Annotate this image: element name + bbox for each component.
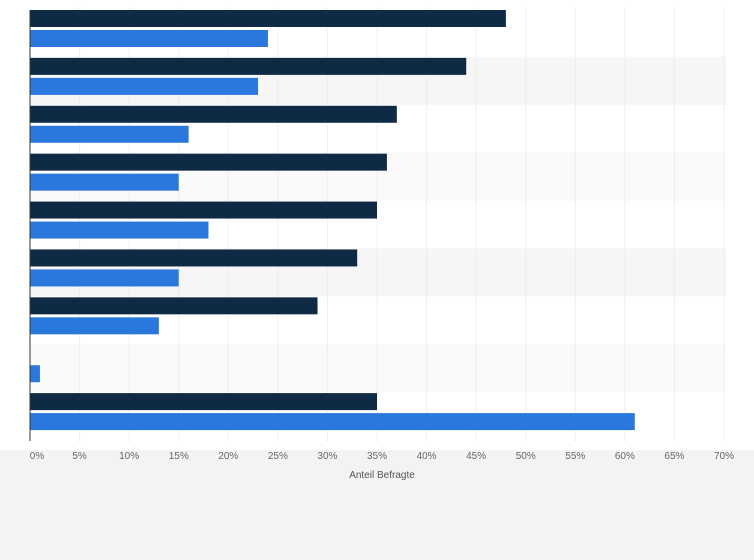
bar xyxy=(30,393,377,411)
bar xyxy=(30,297,318,315)
x-tick-label: 70% xyxy=(714,451,734,462)
bar xyxy=(30,201,377,219)
bar xyxy=(30,413,635,431)
bar xyxy=(30,77,259,95)
x-tick-label: 60% xyxy=(615,451,635,462)
x-tick-label: 15% xyxy=(169,451,189,462)
bar xyxy=(30,30,268,47)
bar xyxy=(30,365,40,383)
bar xyxy=(30,221,209,239)
bar xyxy=(30,173,179,191)
bar xyxy=(30,249,358,267)
x-tick-label: 40% xyxy=(417,451,437,462)
bar xyxy=(30,317,159,335)
bar xyxy=(30,269,179,287)
bar xyxy=(30,153,387,171)
x-tick-label: 25% xyxy=(268,451,288,462)
x-tick-label: 45% xyxy=(466,451,486,462)
x-axis-title: Anteil Befragte xyxy=(349,470,415,481)
bar xyxy=(30,57,467,75)
category-band xyxy=(30,344,726,393)
x-tick-label: 10% xyxy=(119,451,139,462)
bar xyxy=(30,125,189,143)
x-tick-label: 30% xyxy=(317,451,337,462)
x-tick-label: 55% xyxy=(565,451,585,462)
x-tick-label: 0% xyxy=(30,451,45,462)
x-tick-label: 65% xyxy=(664,451,684,462)
x-tick-label: 5% xyxy=(72,451,87,462)
x-tick-label: 50% xyxy=(516,451,536,462)
x-tick-label: 20% xyxy=(218,451,238,462)
bar xyxy=(30,105,397,123)
x-tick-label: 35% xyxy=(367,451,387,462)
bar xyxy=(30,10,506,27)
